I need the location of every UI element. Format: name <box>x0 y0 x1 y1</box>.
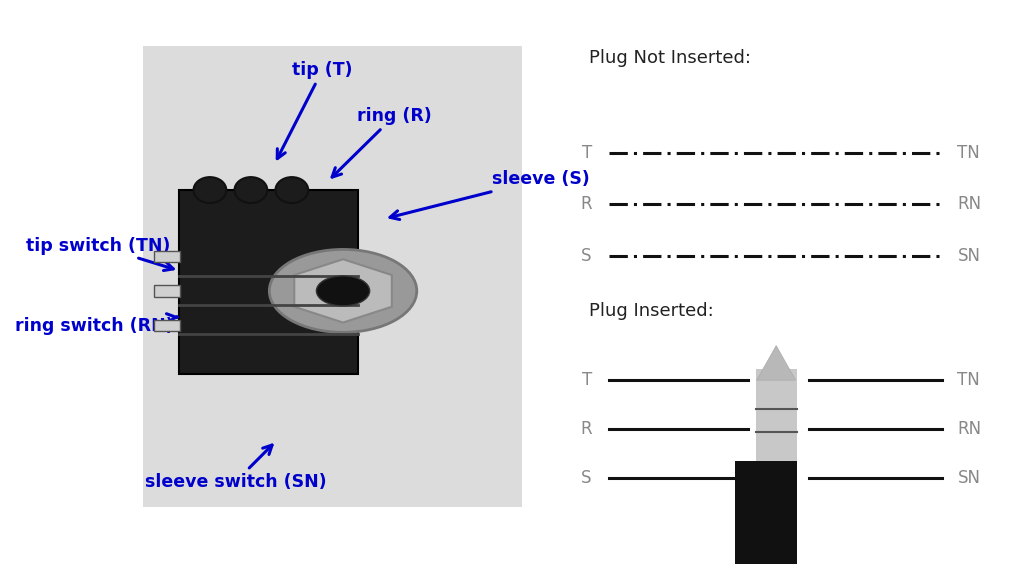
Point <box>352 273 365 280</box>
FancyBboxPatch shape <box>735 461 797 564</box>
Text: R: R <box>581 195 592 214</box>
FancyBboxPatch shape <box>154 285 180 297</box>
FancyBboxPatch shape <box>179 190 358 374</box>
Point <box>741 426 754 433</box>
Text: S: S <box>582 469 592 487</box>
Text: T: T <box>582 371 592 389</box>
Text: sleeve switch (SN): sleeve switch (SN) <box>144 445 327 491</box>
Point <box>603 201 615 208</box>
Point <box>603 426 615 433</box>
Text: RN: RN <box>957 420 982 438</box>
Point <box>173 273 185 280</box>
Point <box>750 406 762 412</box>
Text: SN: SN <box>957 469 980 487</box>
Text: TN: TN <box>957 371 980 389</box>
Text: S: S <box>582 247 592 266</box>
Text: R: R <box>581 420 592 438</box>
Point <box>603 253 615 260</box>
Point <box>936 377 948 384</box>
Polygon shape <box>294 259 392 323</box>
Point <box>741 377 754 384</box>
Text: RN: RN <box>957 195 982 214</box>
Point <box>803 475 815 482</box>
Circle shape <box>269 249 417 332</box>
Point <box>603 377 615 384</box>
Point <box>791 406 803 412</box>
Circle shape <box>316 276 370 306</box>
Text: tip switch (TN): tip switch (TN) <box>26 237 173 271</box>
Text: ring (R): ring (R) <box>332 107 431 177</box>
FancyBboxPatch shape <box>154 251 180 262</box>
Ellipse shape <box>275 177 308 203</box>
Ellipse shape <box>194 177 226 203</box>
Point <box>173 331 185 338</box>
Point <box>936 475 948 482</box>
Point <box>791 429 803 435</box>
Point <box>936 426 948 433</box>
Text: T: T <box>582 143 592 162</box>
Point <box>352 331 365 338</box>
FancyBboxPatch shape <box>143 46 522 507</box>
FancyBboxPatch shape <box>154 320 180 331</box>
Text: tip (T): tip (T) <box>278 61 353 158</box>
Text: TN: TN <box>957 143 980 162</box>
Point <box>603 149 615 156</box>
Point <box>741 475 754 482</box>
Point <box>936 149 948 156</box>
Text: Plug Not Inserted:: Plug Not Inserted: <box>589 48 751 67</box>
Text: Plug Inserted:: Plug Inserted: <box>589 302 714 320</box>
Point <box>603 475 615 482</box>
Point <box>936 253 948 260</box>
Text: SN: SN <box>957 247 980 266</box>
Point <box>803 377 815 384</box>
Text: ring switch (RN): ring switch (RN) <box>15 314 177 335</box>
Text: sleeve (S): sleeve (S) <box>390 170 589 219</box>
FancyBboxPatch shape <box>756 369 797 481</box>
Point <box>936 201 948 208</box>
Point <box>803 426 815 433</box>
Ellipse shape <box>234 177 267 203</box>
Point <box>352 302 365 309</box>
Point <box>173 302 185 309</box>
Point <box>750 429 762 435</box>
Polygon shape <box>757 346 796 380</box>
